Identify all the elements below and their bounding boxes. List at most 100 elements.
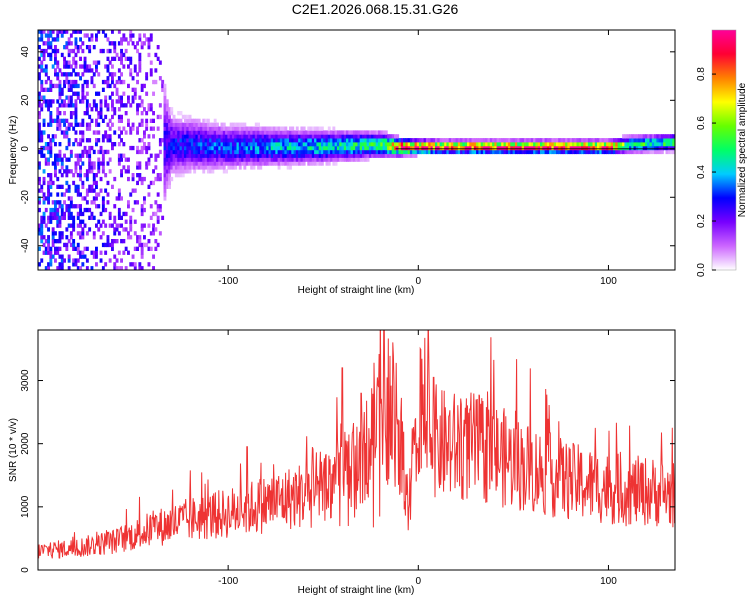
spectrogram-cell: [42, 52, 46, 58]
spectrogram-cell: [95, 68, 98, 73]
spectrogram-cell: [320, 134, 324, 139]
spectrogram-cell: [606, 142, 610, 147]
spectrogram-cell: [368, 134, 372, 139]
spectrogram-cell: [76, 184, 80, 189]
spectrogram-cell: [334, 145, 338, 151]
spectrogram-cell: [209, 142, 212, 147]
spectrogram-cell: [587, 142, 591, 147]
spectrogram-cell: [72, 68, 76, 73]
spectrogram-cell: [259, 126, 263, 131]
spectrogram-cell: [174, 122, 178, 127]
spectrogram-cell: [136, 200, 139, 205]
spectrogram-cell: [111, 142, 114, 147]
spectrogram-cell: [99, 250, 103, 255]
spectrogram-cell: [81, 254, 85, 259]
spectrogram-cell: [190, 161, 194, 166]
spectrogram-cell: [216, 138, 219, 143]
spectrogram-cell: [414, 149, 418, 155]
spectrogram-cell: [430, 142, 434, 147]
spectrogram-cell: [117, 188, 121, 193]
spectrogram-cell: [47, 99, 50, 104]
spectrogram-cell: [453, 142, 457, 147]
spectrogram-cell: [277, 134, 281, 139]
spectrogram-cell: [626, 138, 630, 143]
spectrogram-cell: [378, 149, 381, 155]
spectrogram-cell: [517, 145, 521, 151]
spectrogram-cell: [384, 153, 388, 158]
spectrogram-cell: [382, 149, 386, 155]
spectrogram-cell: [108, 83, 112, 89]
spectrogram-cell: [72, 227, 76, 232]
spectrogram-cell: [60, 130, 64, 135]
spectrogram-cell: [165, 138, 169, 143]
spectrogram-cell: [558, 145, 562, 151]
spectrogram-cell: [307, 134, 311, 139]
spectrogram-cell: [252, 142, 256, 147]
spectrogram-cell: [202, 142, 206, 147]
spectrogram-cell: [131, 76, 135, 81]
spectrogram-cell: [181, 165, 185, 170]
spectrogram-cell: [117, 153, 121, 158]
spectrogram-cell: [131, 207, 135, 213]
spectrogram-cell: [250, 153, 254, 158]
spectrogram-cell: [277, 165, 281, 170]
spectrogram-cell: [88, 122, 92, 127]
spectrogram-cell: [556, 142, 559, 147]
spectrogram-cell: [400, 138, 404, 143]
spectrogram-cell: [533, 145, 536, 151]
spectrogram-cell: [501, 138, 505, 143]
spectrogram-cell: [642, 149, 646, 155]
spectrogram-cell: [197, 153, 201, 158]
spectrogram-cell: [161, 215, 165, 220]
spectrogram-cell: [218, 153, 222, 158]
spectrogram-cell: [195, 142, 199, 147]
spectrogram-cell: [501, 142, 505, 147]
spectrogram-cell: [218, 157, 222, 162]
spectrogram-cell: [425, 149, 429, 155]
spectrogram-cell: [149, 153, 153, 158]
spectrogram-cell: [85, 153, 89, 158]
colorbar-ticks: 0.00.20.40.60.8: [696, 67, 716, 277]
spectrogram-cell: [120, 215, 123, 220]
spectrogram-cell: [113, 111, 117, 116]
spectrogram-cell: [165, 145, 169, 151]
spectrogram-cell: [54, 204, 57, 209]
spectrogram-cell: [54, 45, 57, 50]
spectrogram-cell: [69, 114, 73, 120]
spectrogram-cell: [79, 223, 82, 228]
spectrogram-cell: [145, 76, 149, 81]
spectrogram-cell: [72, 103, 76, 108]
spectrogram-cell: [42, 56, 46, 61]
spectrogram-cell: [184, 130, 187, 135]
spectrogram-cell: [95, 184, 98, 189]
spectrogram-cell: [250, 138, 254, 143]
spectrogram-cell: [225, 157, 228, 162]
spectrogram-cell: [279, 142, 283, 147]
spectrogram-cell: [232, 145, 235, 151]
spectrogram-cell: [83, 196, 87, 201]
spectrogram-cell: [270, 157, 274, 162]
spectrogram-cell: [403, 145, 406, 151]
spectrogram-cell: [558, 149, 562, 155]
spectrogram-cell: [387, 142, 390, 147]
spectrogram-cell: [79, 64, 82, 69]
spectrogram-cell: [302, 145, 306, 151]
spectrogram-cell: [74, 111, 78, 116]
spectrogram-cell: [336, 130, 340, 135]
spectrogram-cell: [117, 126, 121, 131]
spectrogram-cell: [396, 153, 400, 158]
spectrogram-cell: [140, 204, 144, 209]
spectrogram-cell: [485, 149, 489, 155]
spectrogram-cell: [190, 165, 194, 170]
spectrogram-cell: [218, 142, 222, 147]
spectrogram-cell: [419, 138, 422, 143]
spectrogram-cell: [81, 196, 85, 201]
spectrogram-cell: [220, 145, 224, 151]
spectrogram-cell: [309, 134, 313, 139]
spectrogram-cell: [101, 161, 105, 166]
spectrogram-cell: [42, 250, 46, 255]
spectrogram-cell: [608, 145, 612, 151]
spectrogram-cell: [412, 153, 416, 158]
spectrogram-cell: [92, 173, 96, 178]
spectrogram-cell: [216, 142, 219, 147]
